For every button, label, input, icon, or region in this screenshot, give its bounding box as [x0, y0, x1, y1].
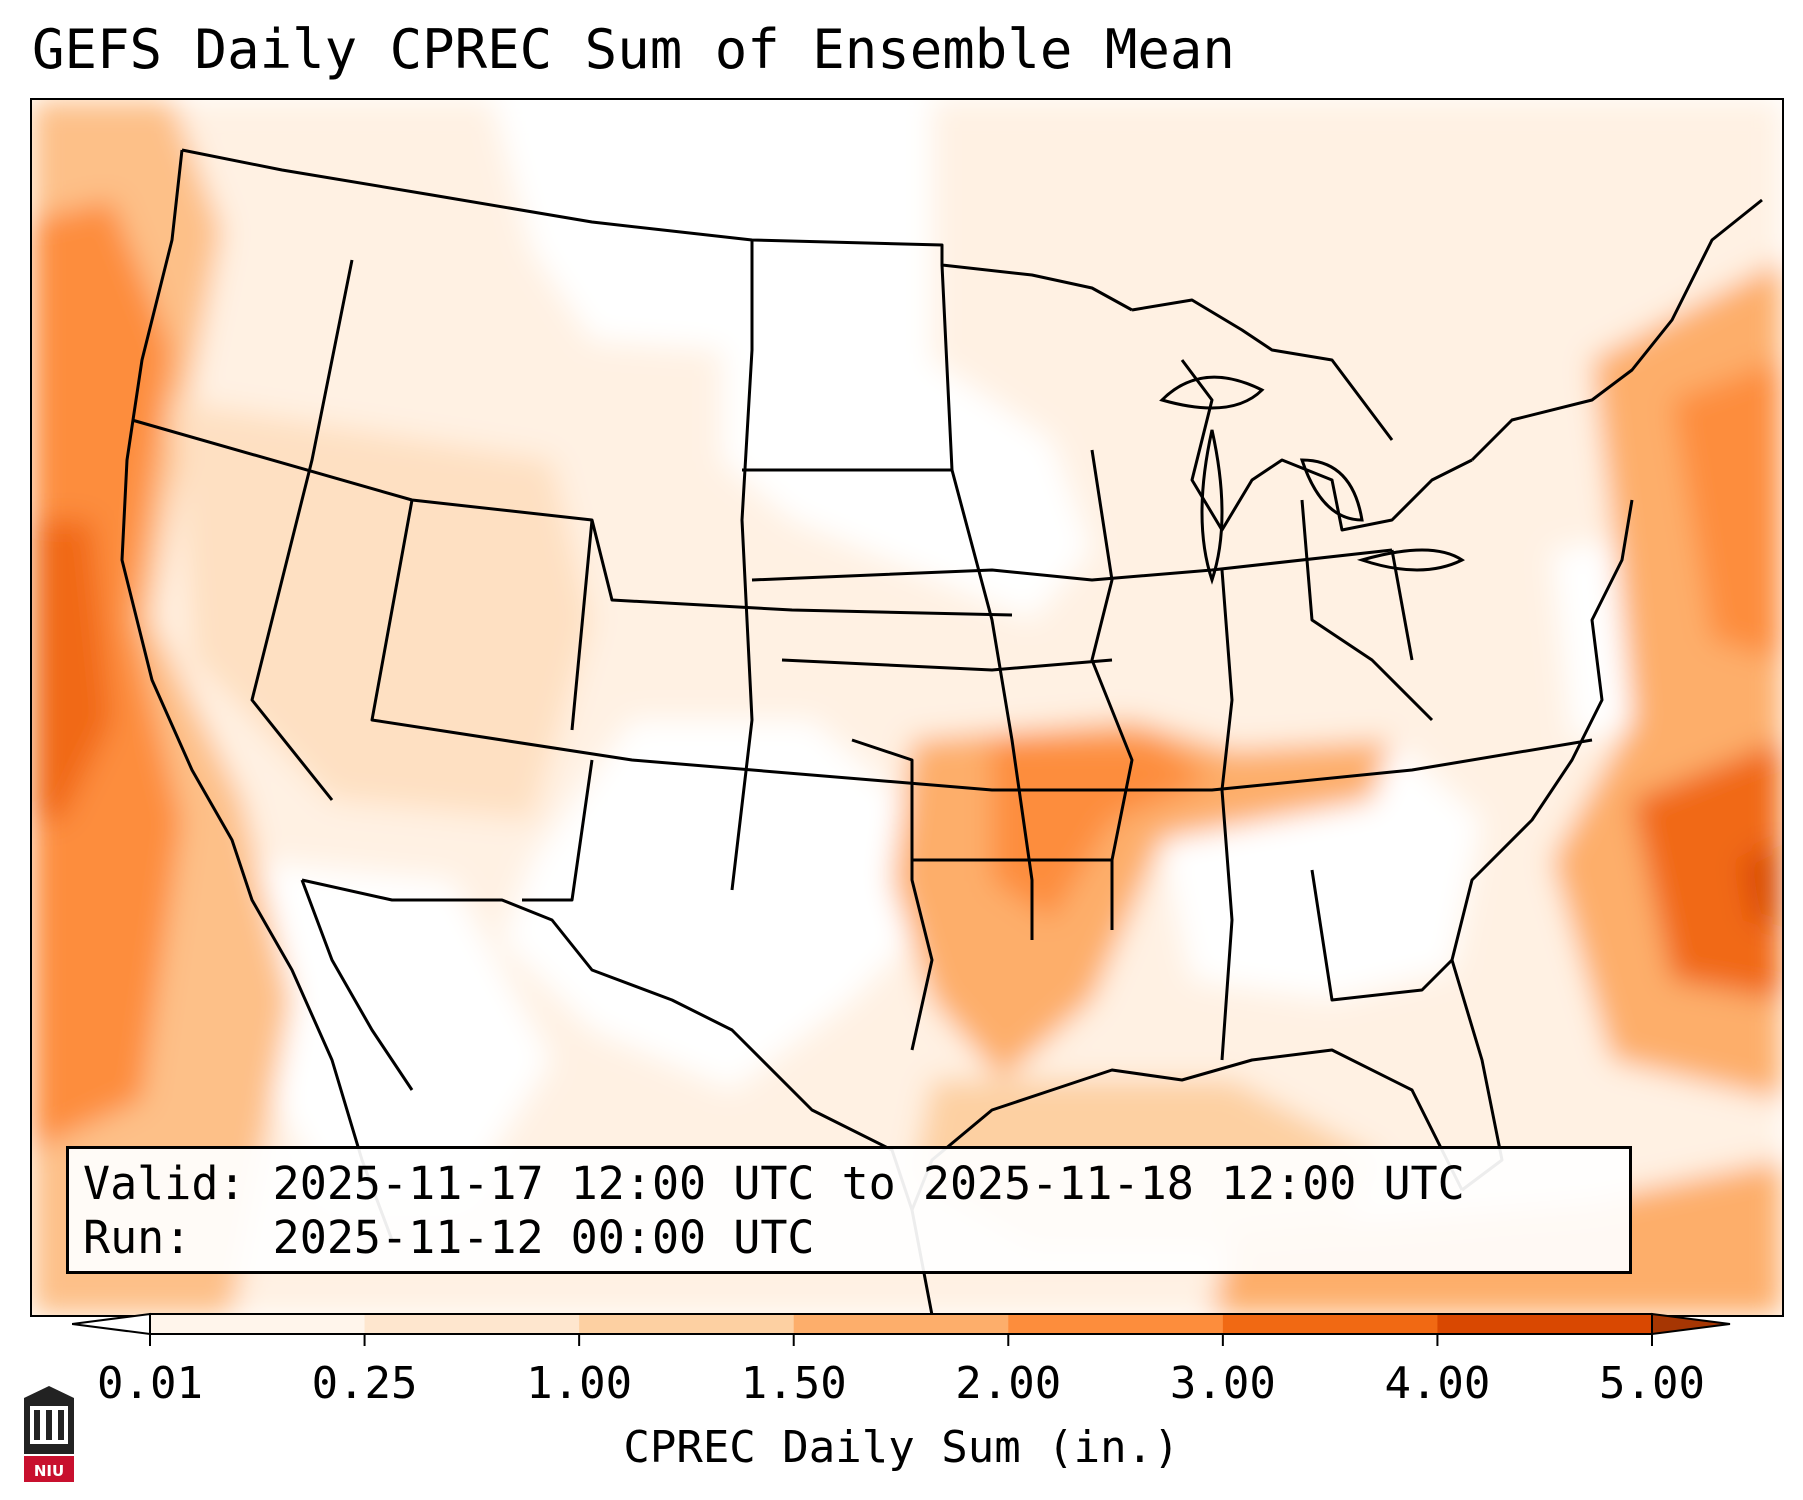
- svg-text:NIU: NIU: [34, 1462, 64, 1480]
- colorbar-segment: [793, 1314, 1009, 1334]
- colorbar-under-triangle: [72, 1312, 151, 1336]
- valid-value: 2025-11-17 12:00 UTC to 2025-11-18 12:00…: [272, 1157, 1465, 1210]
- colorbar-tick-label: 4.00: [1384, 1358, 1491, 1409]
- precip-map: [32, 100, 1782, 1315]
- colorbar-tick-label: 1.00: [526, 1358, 633, 1409]
- colorbar-segment: [150, 1314, 366, 1334]
- valid-label: Valid:: [83, 1157, 246, 1210]
- colorbar-label: CPREC Daily Sum (in.): [623, 1422, 1180, 1473]
- valid-line: Valid: 2025-11-17 12:00 UTC to 2025-11-1…: [83, 1157, 1615, 1211]
- colorbar-tick-label: 1.50: [740, 1358, 847, 1409]
- colorbar-segment: [1437, 1314, 1653, 1334]
- colorbar-tick-label: 0.01: [97, 1358, 203, 1409]
- run-label: Run:: [83, 1211, 192, 1264]
- great-lakes: [1159, 375, 1465, 585]
- colorbar: [72, 1312, 1731, 1346]
- colorbar-over-triangle: [1651, 1312, 1731, 1336]
- run-line: Run: 2025-11-12 00:00 UTC: [83, 1211, 1615, 1265]
- colorbar-segment: [364, 1314, 580, 1334]
- colorbar-segment: [1008, 1314, 1224, 1334]
- colorbar-outline: [149, 1313, 1653, 1335]
- niu-logo: NIU: [24, 1386, 74, 1482]
- map-panel: [30, 98, 1784, 1317]
- state-borders: [120, 148, 1763, 1315]
- colorbar-tick-label: 2.00: [955, 1358, 1062, 1409]
- colorbar-tick-label: 3.00: [1169, 1358, 1276, 1409]
- precip-shading: [32, 100, 1782, 1315]
- colorbar-segment: [1222, 1314, 1438, 1334]
- map-title: GEFS Daily CPREC Sum of Ensemble Mean: [32, 18, 1235, 81]
- colorbar-segment: [579, 1314, 795, 1334]
- run-value: 2025-11-12 00:00 UTC: [272, 1211, 815, 1264]
- colorbar-tick-label: 5.00: [1599, 1358, 1705, 1409]
- valid-run-info-box: Valid: 2025-11-17 12:00 UTC to 2025-11-1…: [66, 1146, 1632, 1274]
- colorbar-tick-label: 0.25: [311, 1358, 418, 1409]
